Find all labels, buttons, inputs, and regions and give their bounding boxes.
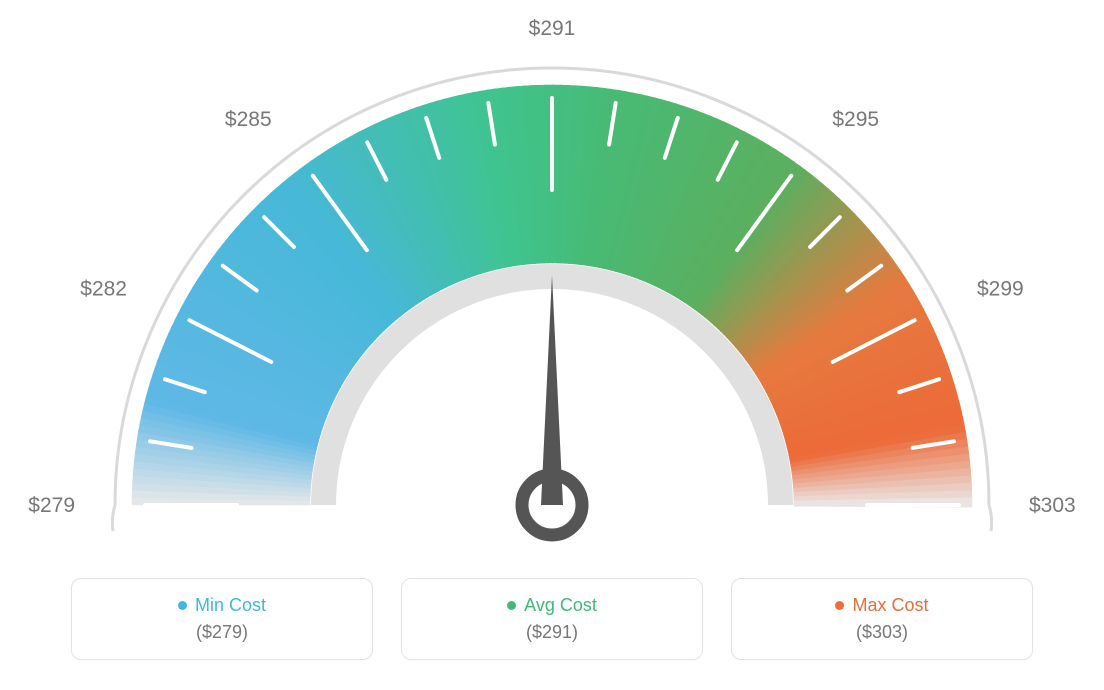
legend-title-min-text: Min Cost (195, 595, 266, 616)
legend-title-min: Min Cost (178, 595, 266, 616)
legend-value-avg: ($291) (526, 622, 578, 643)
gauge-tick-label: $303 (1029, 494, 1076, 517)
legend-title-max-text: Max Cost (852, 595, 928, 616)
gauge-tick-label: $299 (977, 277, 1024, 300)
legend-card-avg: Avg Cost ($291) (401, 578, 703, 660)
gauge-tick-label: $285 (225, 108, 272, 131)
legend-value-max: ($303) (856, 622, 908, 643)
gauge-tick-label: $295 (832, 108, 879, 131)
legend-bullet-avg (507, 601, 516, 610)
legend-row: Min Cost ($279) Avg Cost ($291) Max Cost… (0, 578, 1104, 660)
legend-title-avg-text: Avg Cost (524, 595, 597, 616)
legend-title-max: Max Cost (835, 595, 928, 616)
gauge-tick-label: $279 (28, 494, 75, 517)
legend-card-max: Max Cost ($303) (731, 578, 1033, 660)
legend-card-min: Min Cost ($279) (71, 578, 373, 660)
legend-bullet-max (835, 601, 844, 610)
gauge-tick-label: $282 (80, 277, 127, 300)
legend-title-avg: Avg Cost (507, 595, 597, 616)
gauge-tick-label: $291 (529, 17, 576, 40)
cost-gauge-container: $279 $282 $285 $291 $295 $299 $303 Min Cost ($… (0, 0, 1104, 690)
gauge-svg: $279 $282 $285 $291 $295 $299 $303 (0, 0, 1104, 560)
legend-value-min: ($279) (196, 622, 248, 643)
legend-bullet-min (178, 601, 187, 610)
gauge-area: $279 $282 $285 $291 $295 $299 $303 (0, 0, 1104, 560)
